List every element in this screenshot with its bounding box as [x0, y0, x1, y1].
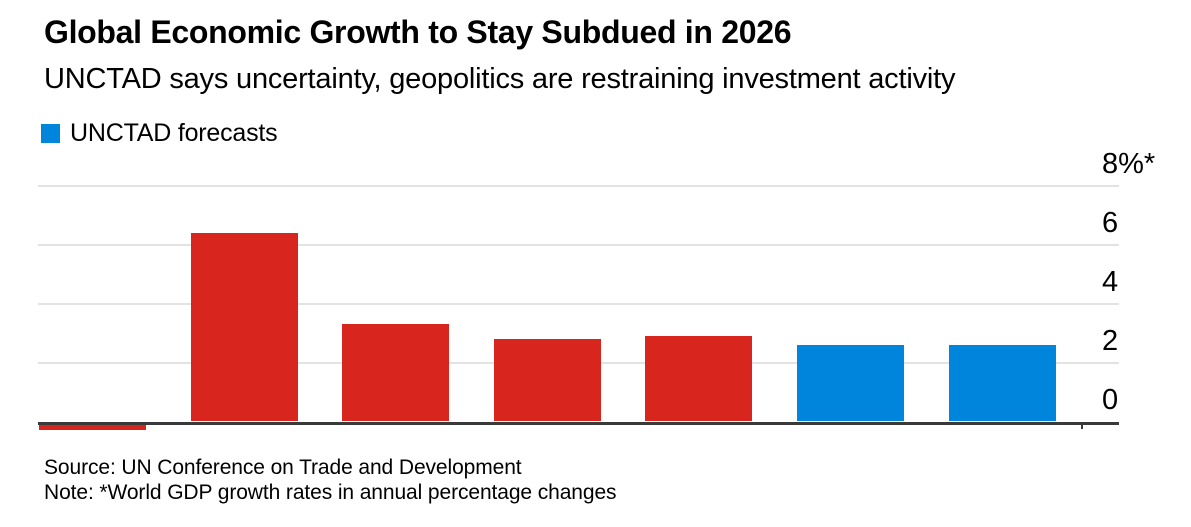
gridline	[38, 185, 1119, 188]
bar-3	[342, 324, 450, 422]
bar-6	[797, 345, 904, 422]
bar-1	[39, 424, 146, 430]
y-axis-tick-label: 4	[1102, 265, 1119, 298]
bar-7	[948, 345, 1056, 422]
bar-4	[493, 339, 601, 422]
legend-swatch-icon	[41, 124, 60, 143]
gridline	[38, 302, 1119, 305]
x-axis-line	[38, 421, 1119, 425]
gridline	[38, 244, 1119, 247]
axis-tick	[1081, 424, 1083, 429]
bar-2	[190, 233, 298, 422]
bar-5	[645, 336, 753, 422]
chart-subtitle: UNCTAD says uncertainty, geopolitics are…	[44, 63, 956, 95]
y-axis-tick-label: 2	[1102, 324, 1119, 357]
y-axis-tick-label: 8%*	[1102, 148, 1156, 181]
y-axis-tick-label: 6	[1102, 207, 1119, 240]
legend: UNCTAD forecasts	[41, 119, 278, 148]
source-text: Source: UN Conference on Trade and Devel…	[44, 456, 522, 479]
legend-label: UNCTAD forecasts	[70, 119, 278, 147]
y-axis-tick-label: 0	[1102, 383, 1119, 416]
chart-title: Global Economic Growth to Stay Subdued i…	[44, 14, 792, 50]
note-text: Note: *World GDP growth rates in annual …	[44, 481, 617, 504]
